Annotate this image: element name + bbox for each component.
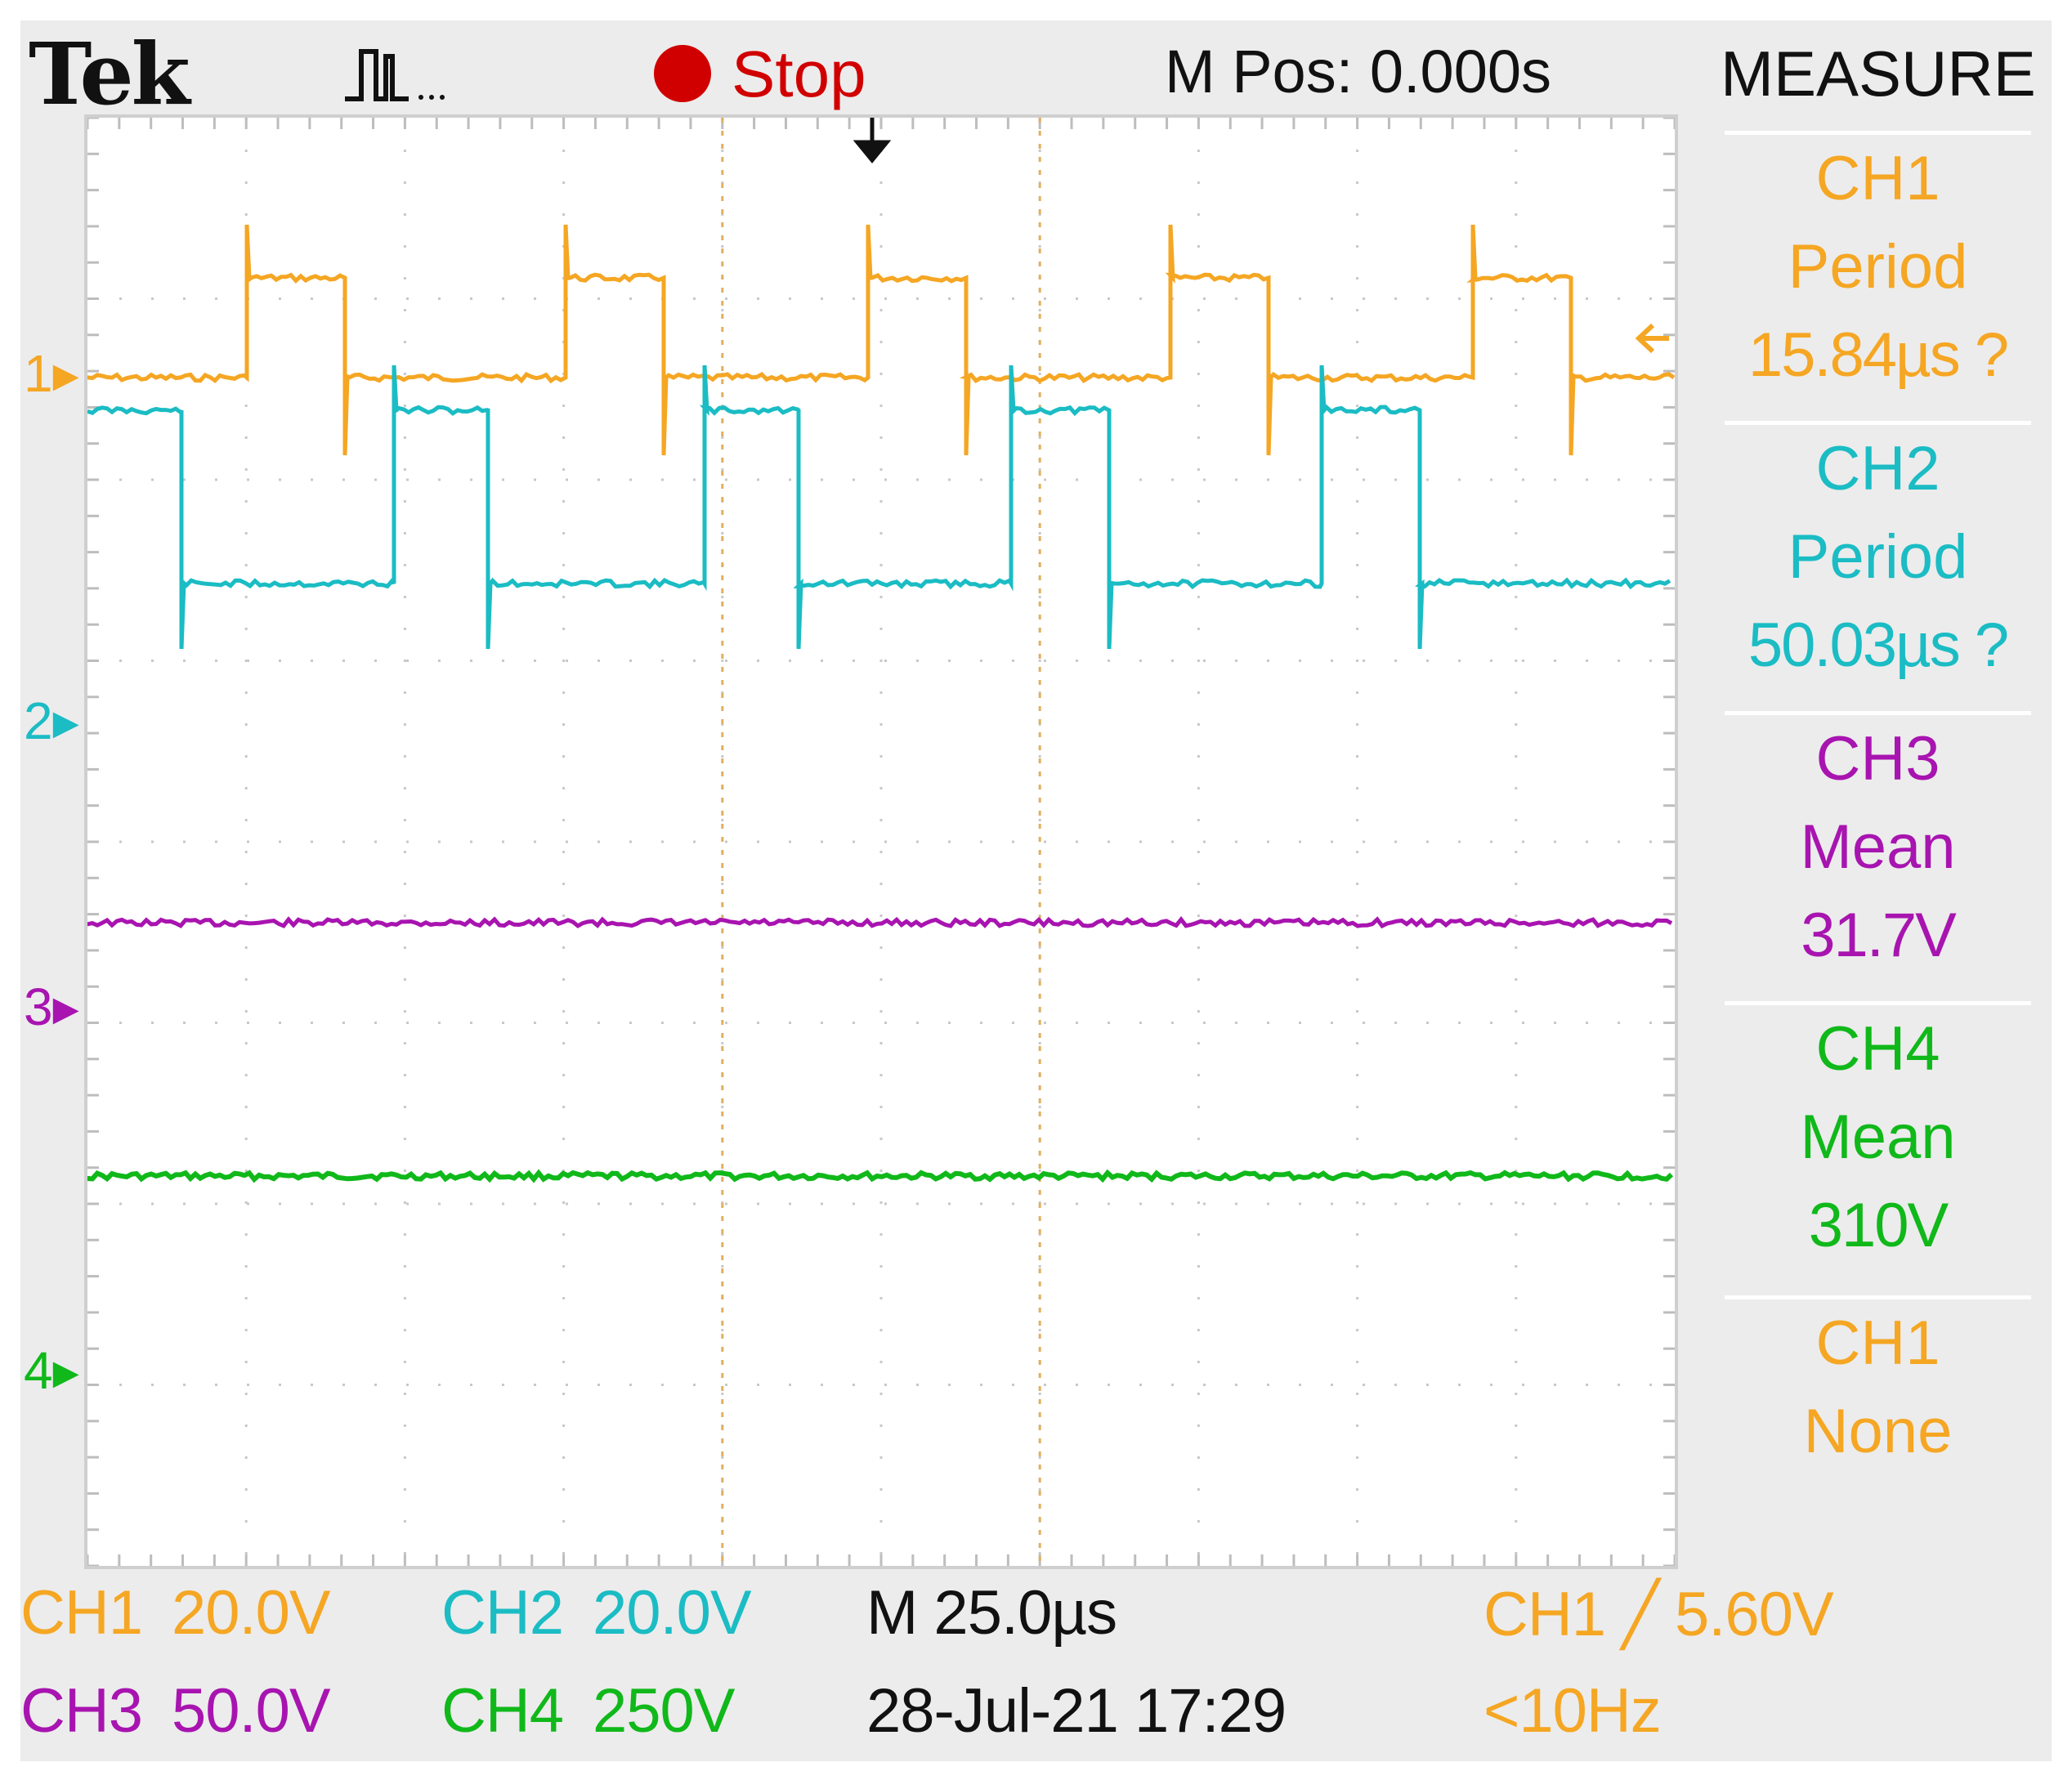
ch4-waveform: [87, 1169, 1674, 1183]
ch2-scale-label: CH2: [441, 1578, 564, 1648]
measurement-5[interactable]: CH1 None: [1725, 1295, 2031, 1476]
ch1-marker[interactable]: 1▸: [24, 344, 79, 403]
trigger-position-icon: [853, 118, 892, 163]
horizontal-position-readout: M Pos: 0.000s: [1165, 38, 1552, 105]
ch4-scale: 250V: [593, 1676, 735, 1746]
ch1-scale: 20.0V: [172, 1578, 331, 1648]
menu-title[interactable]: MEASURE: [1721, 38, 2036, 110]
ch4-marker[interactable]: 4▸: [24, 1341, 79, 1400]
brand-logo: Tek: [29, 24, 190, 124]
ch2-scale: 20.0V: [593, 1578, 752, 1648]
run-status-label[interactable]: Stop: [732, 38, 866, 110]
ch4-scale-label: CH4: [441, 1676, 564, 1746]
graticule-grid: [87, 118, 1675, 1566]
run-status-icon[interactable]: [654, 45, 711, 102]
date-time-readout: 28-Jul-21 17:29: [866, 1676, 1287, 1746]
waveform-display: [84, 114, 1678, 1569]
ch3-scale: 50.0V: [172, 1676, 331, 1746]
ch3-marker[interactable]: 3▸: [24, 977, 79, 1036]
measurement-1[interactable]: CH1 Period 15.84µs ?: [1725, 131, 2031, 400]
ch2-waveform: [87, 364, 1671, 650]
measurement-2[interactable]: CH2 Period 50.03µs ?: [1725, 421, 2031, 690]
timebase-readout: M 25.0µs: [866, 1578, 1117, 1648]
trigger-frequency-readout: <10Hz: [1484, 1676, 1662, 1746]
ch3-waveform: [87, 915, 1673, 929]
ch2-marker[interactable]: 2▸: [24, 691, 79, 750]
ch3-scale-label: CH3: [20, 1676, 143, 1746]
measurement-4[interactable]: CH4 Mean 310V: [1725, 1001, 2031, 1270]
trigger-readout: CH1 ╱ 5.60V: [1484, 1580, 1834, 1649]
oscilloscope-screen: Tek Stop M Pos: 0.000s MEASURE 1▸ 2▸ 3▸ …: [20, 20, 2052, 1761]
pulse-waveform-icon: [343, 45, 466, 106]
trigger-level-icon: [1635, 323, 1669, 354]
ch1-waveform: [87, 224, 1675, 456]
measurement-3[interactable]: CH3 Mean 31.7V: [1725, 711, 2031, 980]
ch1-scale-label: CH1: [20, 1578, 143, 1648]
